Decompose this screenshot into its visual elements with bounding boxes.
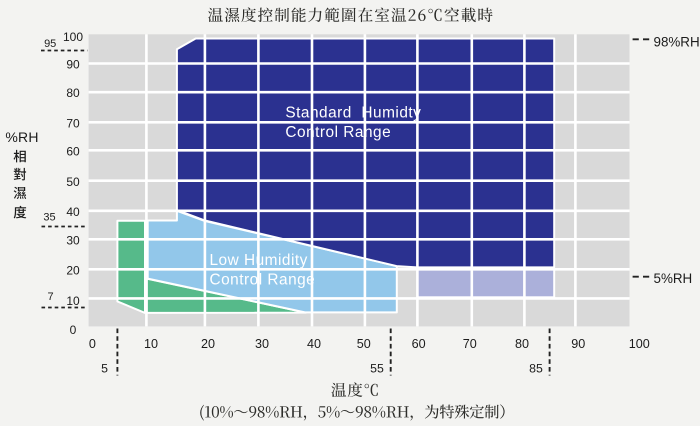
svg-text:60: 60: [66, 145, 80, 159]
svg-text:0: 0: [89, 337, 96, 351]
svg-text:Low Humidity: Low Humidity: [210, 252, 308, 269]
svg-text:30: 30: [66, 233, 80, 247]
svg-text:10: 10: [66, 294, 80, 308]
svg-text:98%RH: 98%RH: [654, 35, 700, 50]
svg-text:5: 5: [101, 361, 108, 375]
svg-text:60: 60: [412, 337, 426, 351]
svg-text:20: 20: [201, 337, 215, 351]
svg-text:50: 50: [66, 175, 80, 189]
svg-text:55: 55: [370, 361, 384, 375]
svg-text:100: 100: [63, 30, 83, 44]
svg-text:Control Range: Control Range: [285, 124, 391, 141]
svg-text:%RH: %RH: [5, 129, 38, 145]
svg-text:90: 90: [571, 337, 585, 351]
svg-text:90: 90: [66, 58, 80, 72]
svg-text:70: 70: [463, 337, 477, 351]
svg-text:5%RH: 5%RH: [654, 271, 693, 286]
svg-text:80: 80: [515, 337, 529, 351]
svg-text:30: 30: [255, 337, 269, 351]
svg-text:7: 7: [47, 291, 53, 303]
svg-text:40: 40: [66, 205, 80, 219]
svg-text:70: 70: [66, 117, 80, 131]
svg-text:Standard Humidty: Standard Humidty: [285, 104, 421, 121]
svg-text:20: 20: [66, 263, 80, 277]
svg-text:50: 50: [357, 337, 371, 351]
svg-text:35: 35: [43, 212, 55, 224]
svg-text:100: 100: [629, 337, 650, 351]
svg-text:10: 10: [144, 337, 158, 351]
svg-text:95: 95: [44, 38, 56, 50]
svg-text:85: 85: [529, 361, 543, 375]
svg-text:40: 40: [307, 337, 321, 351]
svg-text:Control Range: Control Range: [210, 271, 316, 288]
svg-text:80: 80: [66, 86, 80, 100]
svg-text:0: 0: [70, 323, 77, 337]
